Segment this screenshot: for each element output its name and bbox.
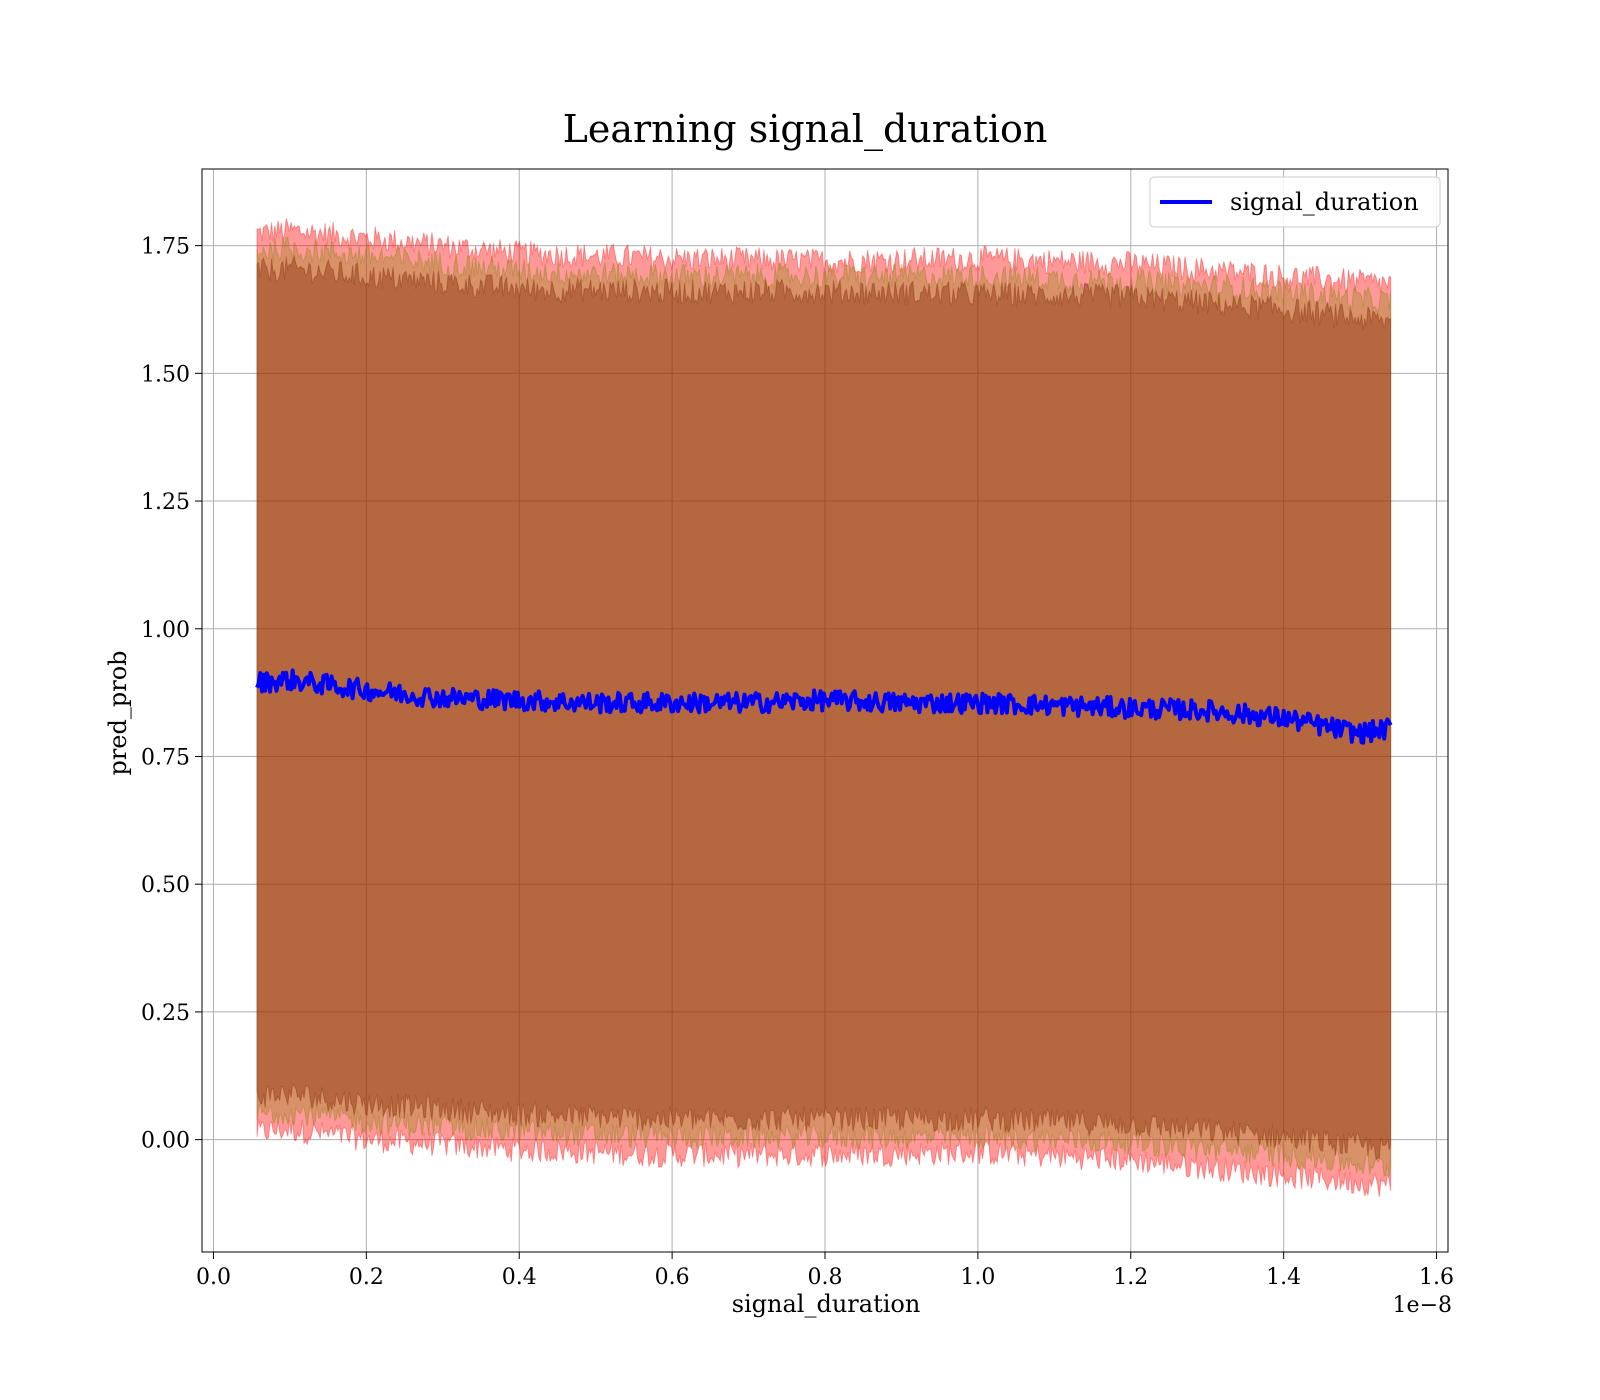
y-tick-label: 1.25	[141, 490, 190, 515]
x-tick-label: 0.6	[655, 1265, 690, 1290]
x-tick-label: 0.0	[196, 1265, 231, 1290]
chart-title: Learning signal_duration	[563, 107, 1048, 152]
x-axis-ticks: 0.0 0.2 0.4 0.6 0.8 1.0 1.2 1.4 1.6	[196, 1252, 1454, 1290]
x-axis-label: signal_duration	[732, 1290, 921, 1318]
y-tick-label: 0.00	[141, 1129, 190, 1154]
legend: signal_duration	[1149, 176, 1441, 228]
series-lines	[255, 668, 1393, 745]
x-tick-label: 0.4	[502, 1265, 537, 1290]
y-tick-label: 0.75	[141, 745, 190, 770]
y-axis-ticks: 0.00 0.25 0.50 0.75 1.00 1.25 1.50 1.75	[141, 235, 202, 1154]
x-tick-label: 0.8	[808, 1265, 843, 1290]
y-tick-label: 0.25	[141, 1001, 190, 1026]
grid	[202, 169, 1448, 1252]
y-tick-label: 0.50	[141, 873, 190, 898]
legend-label: signal_duration	[1230, 188, 1419, 216]
x-axis-offset-label: 1e−8	[1393, 1293, 1452, 1318]
series-line-0	[255, 668, 1393, 745]
x-tick-label: 1.0	[960, 1265, 995, 1290]
x-tick-label: 1.6	[1419, 1265, 1454, 1290]
y-tick-label: 1.75	[141, 235, 190, 260]
y-tick-label: 1.00	[141, 618, 190, 643]
x-tick-label: 0.2	[349, 1265, 384, 1290]
x-tick-label: 1.2	[1113, 1265, 1148, 1290]
x-tick-label: 1.4	[1266, 1265, 1301, 1290]
y-axis-label: pred_prob	[104, 650, 132, 775]
y-tick-label: 1.50	[141, 362, 190, 387]
legend-box	[1149, 176, 1441, 228]
